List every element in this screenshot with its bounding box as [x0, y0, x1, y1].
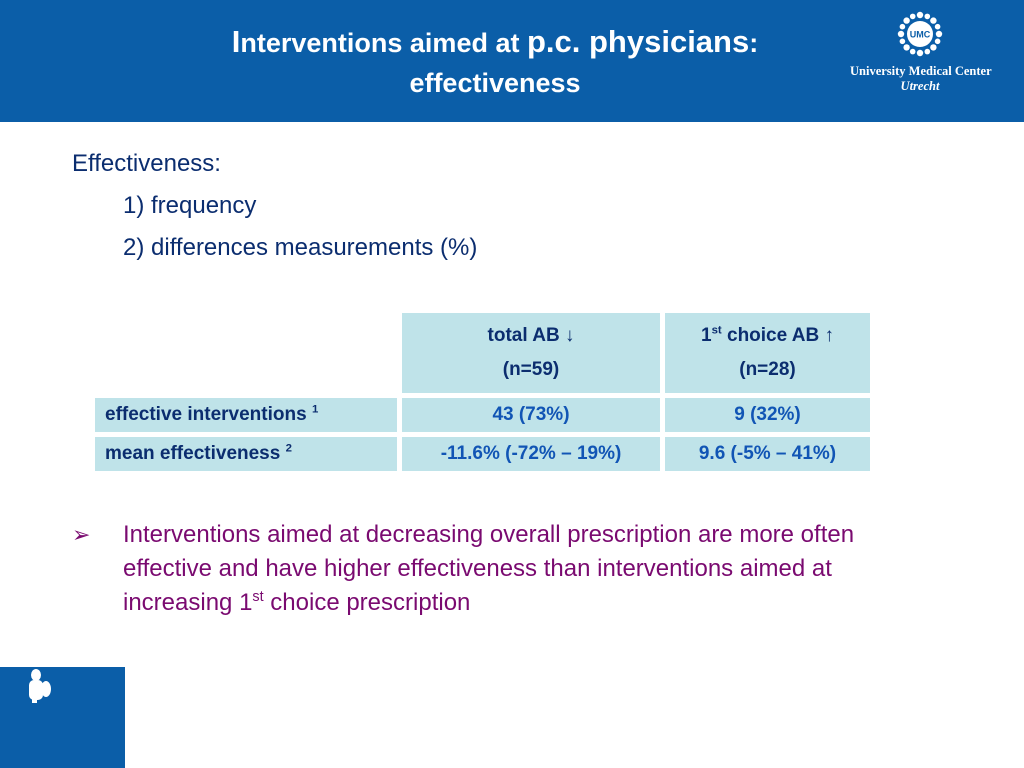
- title-part-small: nterventions aimed at: [240, 28, 527, 58]
- column-n: (n=59): [502, 359, 560, 380]
- results-table: total AB ↓ (n=59) 1st choice AB ↑ (n=28)…: [90, 308, 875, 476]
- footnote-marker: 1: [311, 403, 319, 416]
- column-label-prefix: 1: [701, 325, 712, 346]
- table-header-row: total AB ↓ (n=59) 1st choice AB ↑ (n=28): [95, 313, 870, 393]
- logo-city: Utrecht: [900, 79, 940, 93]
- table-row: effective interventions 1 43 (73%) 9 (32…: [95, 398, 870, 432]
- row-label-effective-interventions: effective interventions 1: [95, 398, 397, 432]
- table-corner-cell: [95, 313, 397, 393]
- table-cell: 9.6 (-5% – 41%): [665, 437, 870, 471]
- column-header-total-ab: total AB ↓ (n=59): [402, 313, 660, 393]
- column-label-rest: choice AB ↑: [721, 325, 834, 346]
- figure-silhouette-icon: [29, 669, 51, 703]
- sun-emblem-icon: UMC: [897, 11, 943, 57]
- conclusion-main: Interventions aimed at decreasing overal…: [123, 521, 855, 616]
- row-label-mean-effectiveness: mean effectiveness 2: [95, 437, 397, 471]
- title-colon: :: [749, 28, 759, 58]
- emblem-text: UMC: [910, 30, 931, 40]
- title-part-big: p.c. physicians: [526, 24, 750, 59]
- arrow-bullet-icon: ➢: [72, 522, 91, 547]
- slide-title: Interventions aimed at p.c. physicians: …: [150, 22, 840, 103]
- header-bar: Interventions aimed at p.c. physicians: …: [0, 0, 1024, 122]
- row-label-text: mean effectiveness: [105, 443, 286, 464]
- conclusion-text: Interventions aimed at decreasing overal…: [123, 518, 943, 620]
- column-label: total AB ↓: [487, 325, 575, 346]
- umc-logo: UMC University Medical Center Utrecht: [850, 10, 992, 95]
- effectiveness-heading: Effectiveness:: [72, 150, 221, 177]
- logo-name: University Medical Center: [850, 64, 992, 78]
- row-label-text: effective interventions: [105, 404, 312, 425]
- column-n: (n=28): [739, 359, 796, 380]
- list-item-differences: 2) differences measurements (%): [123, 234, 478, 261]
- conclusion-end: choice prescription: [263, 589, 471, 616]
- title-line2: effectiveness: [409, 68, 581, 98]
- column-label-sup: st: [711, 324, 722, 337]
- table-cell: 43 (73%): [402, 398, 660, 432]
- list-item-frequency: 1) frequency: [123, 192, 257, 219]
- table-row: mean effectiveness 2 -11.6% (-72% – 19%)…: [95, 437, 870, 471]
- title-first-letter: I: [231, 24, 241, 59]
- column-header-first-choice-ab: 1st choice AB ↑ (n=28): [665, 313, 870, 393]
- corner-block: [0, 667, 125, 768]
- table-cell: -11.6% (-72% – 19%): [402, 437, 660, 471]
- table-cell: 9 (32%): [665, 398, 870, 432]
- conclusion-sup: st: [252, 589, 264, 605]
- footnote-marker: 2: [285, 442, 292, 455]
